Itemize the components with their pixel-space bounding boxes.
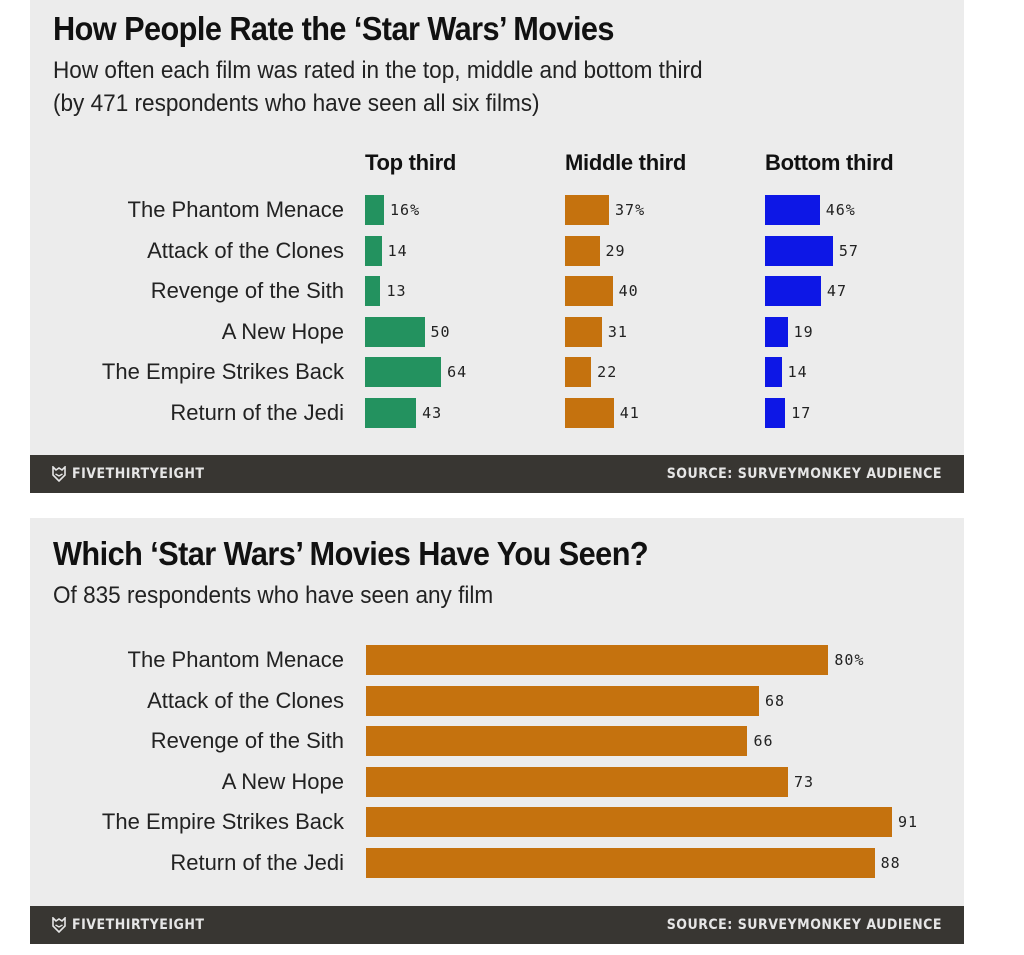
value-label: 91 — [897, 813, 919, 831]
row-label: A New Hope — [221, 318, 344, 344]
value-label: 29 — [605, 241, 626, 260]
value-label: 88 — [880, 853, 901, 872]
value-label: 40 — [618, 282, 639, 300]
chart-subtitle-line1: How often each film was rated in the top… — [53, 57, 703, 84]
value-label: 37% — [615, 201, 646, 219]
value-label: 13 — [386, 282, 407, 300]
bar-middle-third — [565, 276, 613, 306]
bar-bottom-third — [765, 397, 786, 428]
bar-seen — [366, 685, 760, 716]
column-header-bottom-third: Bottom third — [765, 150, 894, 175]
row-label: Return of the Jedi — [170, 399, 344, 425]
column-header-middle-third: Middle third — [565, 150, 687, 175]
bar-top-third — [365, 357, 442, 387]
bar-seen — [366, 847, 875, 878]
value-label: 73 — [793, 772, 814, 791]
bar-middle-third — [565, 195, 610, 225]
rating-chart-panel: How People Rate the ‘Star Wars’ Movies H… — [30, 0, 964, 455]
row-label: Revenge of the Sith — [150, 728, 344, 753]
value-label: 68 — [765, 691, 786, 710]
value-label: 31 — [607, 322, 628, 341]
value-label: 64 — [447, 363, 468, 381]
row-label: The Empire Strikes Back — [101, 809, 344, 834]
bar-middle-third — [565, 397, 614, 428]
row-label: The Phantom Menace — [127, 197, 344, 222]
column-header-top-third: Top third — [365, 150, 456, 175]
value-label: 43 — [422, 403, 443, 422]
row-label: The Empire Strikes Back — [101, 359, 344, 384]
fox-logo-icon — [52, 917, 66, 933]
bar-top-third — [365, 276, 381, 306]
bar-bottom-third — [765, 316, 788, 347]
value-label: 80% — [834, 651, 865, 669]
brand: FIVETHIRTYEIGHT — [52, 906, 205, 944]
bar-top-third — [365, 235, 382, 266]
value-label: 66 — [753, 732, 774, 750]
bar-seen — [366, 726, 748, 756]
value-label: 17 — [791, 403, 812, 422]
fox-logo-icon — [52, 466, 66, 482]
chart-subtitle: Of 835 respondents who have seen any fil… — [53, 582, 494, 609]
bar-middle-third — [565, 235, 600, 266]
value-label: 46% — [825, 201, 856, 219]
value-label: 14 — [387, 241, 408, 260]
bar-seen — [366, 645, 829, 675]
bar-middle-third — [565, 316, 602, 347]
row-label: Attack of the Clones — [147, 237, 344, 263]
value-label: 41 — [619, 403, 640, 422]
row-label: A New Hope — [221, 768, 344, 794]
value-label: 47 — [826, 282, 847, 300]
bar-bottom-third — [765, 276, 821, 306]
chart-title: How People Rate the ‘Star Wars’ Movies — [53, 10, 614, 47]
row-label: Revenge of the Sith — [150, 278, 344, 303]
value-label: 19 — [793, 322, 814, 341]
row-label: Return of the Jedi — [170, 849, 344, 875]
bar-bottom-third — [765, 235, 833, 266]
value-label: 14 — [787, 363, 808, 381]
bar-seen — [366, 807, 892, 837]
brand: FIVETHIRTYEIGHT — [52, 455, 205, 493]
bar-seen — [366, 766, 788, 797]
value-label: 57 — [838, 241, 859, 260]
chart-subtitle-line2: (by 471 respondents who have seen all si… — [53, 90, 540, 117]
chart1-footer: FIVETHIRTYEIGHT SOURCE: SURVEYMONKEY AUD… — [30, 455, 964, 493]
source-credit: SOURCE: SURVEYMONKEY AUDIENCE — [666, 466, 942, 482]
value-label: 22 — [597, 363, 618, 381]
source-credit: SOURCE: SURVEYMONKEY AUDIENCE — [666, 917, 942, 933]
brand-name: FIVETHIRTYEIGHT — [72, 466, 205, 482]
bar-middle-third — [565, 357, 592, 387]
bar-top-third — [365, 316, 425, 347]
bar-bottom-third — [765, 357, 782, 387]
row-label: Attack of the Clones — [147, 687, 344, 713]
chart-title: Which ‘Star Wars’ Movies Have You Seen? — [53, 535, 649, 572]
chart2-footer: FIVETHIRTYEIGHT SOURCE: SURVEYMONKEY AUD… — [30, 906, 964, 944]
bar-top-third — [365, 397, 417, 428]
brand-name: FIVETHIRTYEIGHT — [72, 917, 205, 933]
value-label: 16% — [390, 201, 421, 219]
row-label: The Phantom Menace — [127, 647, 344, 672]
bar-top-third — [365, 195, 385, 225]
seen-chart-panel: Which ‘Star Wars’ Movies Have You Seen? … — [30, 518, 964, 906]
bar-bottom-third — [765, 195, 820, 225]
value-label: 50 — [430, 322, 451, 341]
